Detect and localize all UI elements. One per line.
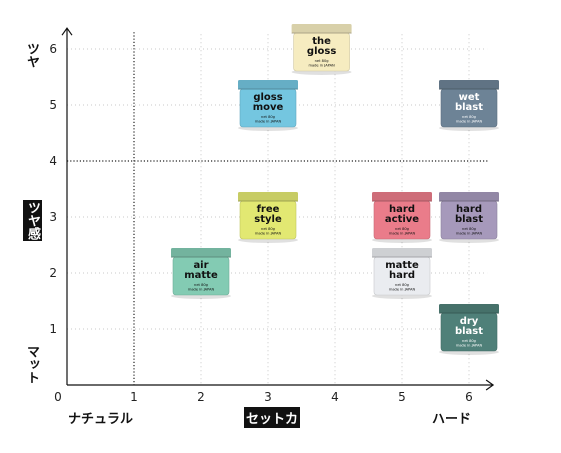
- jar-lid: [439, 192, 499, 201]
- jar-body: [240, 89, 296, 127]
- jar-fine-print: made in JAPAN: [389, 288, 416, 292]
- x-tick-label: 6: [465, 390, 473, 404]
- x-tick-label: 3: [264, 390, 272, 404]
- jar-label: air: [193, 260, 208, 271]
- reference-lines: [67, 32, 490, 385]
- jar-fine-print: made in JAPAN: [308, 64, 335, 68]
- jar-label: move: [253, 102, 284, 113]
- jar-label: free: [257, 204, 280, 215]
- x-axis-right-label: ハード: [432, 412, 472, 427]
- jar-lid: [238, 192, 298, 201]
- jar-lid: [439, 80, 499, 89]
- jar-label: wet: [459, 92, 480, 103]
- jar-label: matte: [184, 270, 218, 281]
- jar-fine-print: net 80g: [462, 339, 476, 343]
- x-tick-label: 1: [130, 390, 138, 404]
- jar-body: [240, 201, 296, 239]
- axes: [61, 27, 495, 391]
- x-tick-label: 4: [331, 390, 339, 404]
- jar-label: hard: [389, 204, 415, 215]
- jar-fine-print: net 80g: [261, 227, 275, 231]
- jar-fine-print: made in JAPAN: [389, 232, 416, 236]
- y-axis-arrow-icon: [61, 27, 73, 36]
- x-axis-arrow-icon: [485, 379, 495, 391]
- y-tick-label: 4: [49, 154, 57, 168]
- y-tick-label: 1: [49, 322, 57, 336]
- jar-body: [441, 201, 497, 239]
- y-axis-top-label: ツヤ: [24, 42, 39, 68]
- x-axis-left-label: ナチュラル: [68, 412, 134, 427]
- jar-fine-print: made in JAPAN: [456, 120, 483, 124]
- jar-lid: [238, 80, 298, 89]
- jar-label: active: [385, 214, 419, 225]
- y-axis-bottom-label: マット: [24, 345, 39, 384]
- jar-label: gloss: [253, 92, 282, 103]
- jar-label: style: [254, 214, 282, 225]
- y-tick-label: 5: [49, 98, 57, 112]
- jar-body: [374, 257, 430, 295]
- x-tick-label: 0: [54, 390, 62, 404]
- jar-fine-print: made in JAPAN: [255, 120, 282, 124]
- jar-label: hard: [389, 270, 415, 281]
- jar-label: matte: [385, 260, 419, 271]
- jar-fine-print: net 80g: [395, 283, 409, 287]
- jar-lid: [291, 24, 352, 33]
- jar-fine-print: made in JAPAN: [255, 232, 282, 236]
- jar-lid: [439, 304, 499, 313]
- jar-fine-print: net 80g: [261, 115, 275, 119]
- y-tick-label: 2: [49, 266, 57, 280]
- jar-body: [441, 89, 497, 127]
- jar-label: gloss: [307, 46, 336, 57]
- jar-fine-print: made in JAPAN: [188, 288, 215, 292]
- jar-label: blast: [455, 102, 483, 113]
- jar-lid: [171, 248, 231, 257]
- jar-fine-print: made in JAPAN: [456, 344, 483, 348]
- y-tick-label: 6: [49, 42, 57, 56]
- jar-body: [293, 33, 350, 71]
- x-axis-title: セットカ: [244, 407, 301, 428]
- jar-label: blast: [455, 326, 483, 337]
- jar-fine-print: net 80g: [194, 283, 208, 287]
- x-tick-label: 5: [398, 390, 406, 404]
- jar-lid: [372, 248, 432, 257]
- jar-label: blast: [455, 214, 483, 225]
- jar-fine-print: net 80g: [315, 59, 329, 63]
- jar-lid: [372, 192, 432, 201]
- jar-label: hard: [456, 204, 482, 215]
- jar-fine-print: net 80g: [395, 227, 409, 231]
- y-tick-label: 3: [49, 210, 57, 224]
- jar-body: [173, 257, 229, 295]
- jar-body: [441, 313, 497, 351]
- y-axis-title: ツヤ感: [23, 200, 42, 241]
- jar-label: the: [312, 36, 331, 47]
- jar-fine-print: net 80g: [462, 227, 476, 231]
- jar-body: [374, 201, 430, 239]
- jar-label: dry: [460, 316, 479, 327]
- jar-fine-print: made in JAPAN: [456, 232, 483, 236]
- jar-fine-print: net 80g: [462, 115, 476, 119]
- x-tick-label: 2: [197, 390, 205, 404]
- tick-labels: 0 1 2 3 4 5 6 1 2 3 4 5 6: [49, 42, 472, 404]
